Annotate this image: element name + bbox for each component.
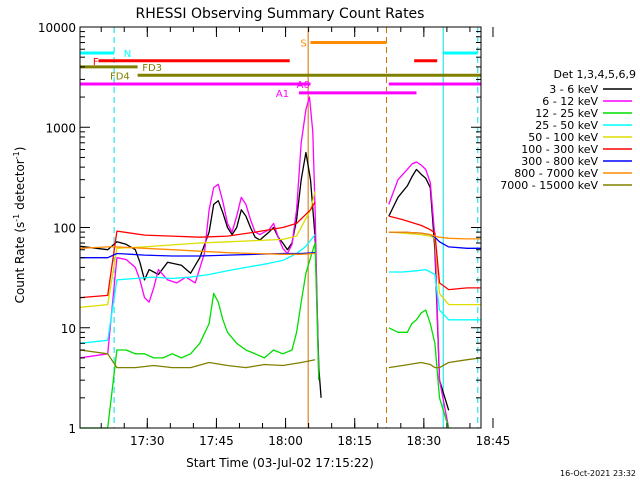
y-label-mid: detector [13, 159, 27, 214]
y-label-main: Count Rate (s [13, 222, 27, 304]
chart-title: RHESSI Observing Summary Count Rates [136, 6, 425, 22]
flag-label-a1: A1 [276, 89, 289, 100]
x-tick-label: 18:15 [337, 434, 372, 448]
legend-item-label: 3 - 6 keV [549, 83, 598, 96]
footer-date: 16-Oct-2021 23:32 [560, 469, 636, 478]
legend-item-label: 25 - 50 keV [535, 119, 598, 132]
flag-label-fd3: FD3 [142, 63, 162, 74]
y-label-sup1: -1 [12, 214, 21, 222]
flag-bars: N S F FD3 FD4 A0 A1 [80, 39, 481, 100]
x-axis-label: Start Time (03-Jul-02 17:15:22) [186, 456, 374, 470]
x-axis: 17:30 17:45 18:00 18:15 18:30 18:45 [100, 27, 511, 448]
series-line-2 [80, 242, 450, 429]
flag-label-fd4: FD4 [110, 71, 130, 82]
legend-item-label: 6 - 12 keV [542, 95, 598, 108]
y-tick-label: 10000 [38, 21, 76, 35]
y-axis-label: Count Rate (s-1 detector-1) [12, 147, 27, 304]
y-label-end: ) [13, 147, 27, 152]
x-tick-label: 17:45 [199, 434, 234, 448]
x-tick-label: 18:30 [407, 434, 442, 448]
y-axis: 1 10 100 1000 10000 [38, 21, 481, 436]
flag-label-s: S [300, 39, 306, 50]
series-line-7 [79, 231, 481, 255]
y-tick-label: 1 [68, 422, 76, 436]
series-line-3 [79, 234, 481, 344]
legend-item-label: 300 - 800 keV [521, 155, 598, 168]
y-label-sup2: -1 [12, 151, 21, 159]
x-tick-label: 18:45 [476, 434, 511, 448]
legend-item-label: 800 - 7000 keV [514, 167, 598, 180]
legend-item-label: 100 - 300 keV [521, 143, 598, 156]
flag-label-a0: A0 [297, 80, 310, 91]
legend-item-label: 7000 - 15000 keV [500, 179, 598, 192]
legend-item-label: 50 - 100 keV [528, 131, 598, 144]
series-line-8 [79, 349, 482, 369]
y-tick-label: 10 [61, 322, 76, 336]
x-tick-label: 18:00 [268, 434, 303, 448]
y-tick-label: 1000 [45, 121, 76, 135]
x-tick-label: 17:30 [130, 434, 165, 448]
flag-label-f: F [93, 57, 99, 68]
legend-title: Det 1,3,4,5,6,9 [553, 68, 636, 81]
series-lines [79, 96, 482, 429]
y-tick-label: 100 [53, 222, 76, 236]
series-line-5 [79, 201, 481, 299]
legend-item-label: 12 - 25 keV [535, 107, 598, 120]
flag-label-n: N [124, 49, 131, 60]
